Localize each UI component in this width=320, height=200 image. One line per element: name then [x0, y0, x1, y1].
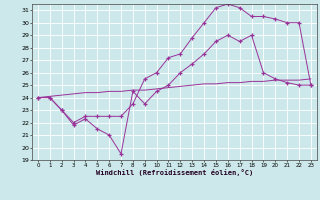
X-axis label: Windchill (Refroidissement éolien,°C): Windchill (Refroidissement éolien,°C)	[96, 169, 253, 176]
